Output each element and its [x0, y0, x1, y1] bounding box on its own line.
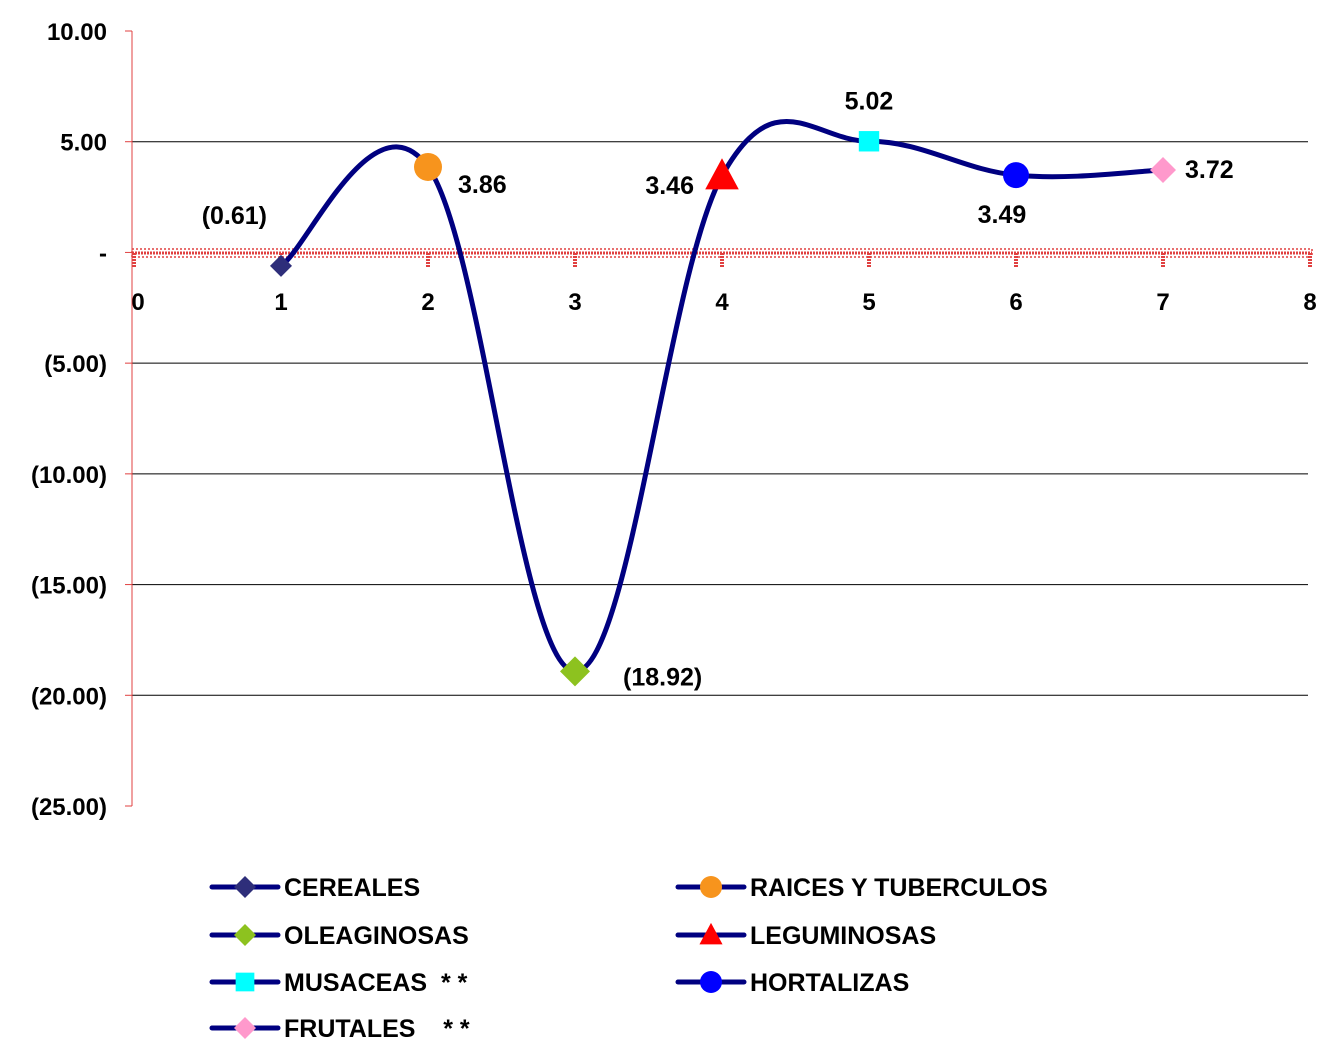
legend-item: CEREALES	[209, 874, 420, 902]
y-tick-labels: 10.00 5.00 - (5.00) (10.00) (15.00) (20.00) (25…	[31, 19, 107, 821]
legend-item: FRUTALES * *	[209, 1015, 470, 1039]
legend-marker	[700, 876, 722, 898]
legend-label: CEREALES	[284, 874, 420, 902]
series-line-path	[278, 118, 1166, 674]
data-point	[560, 656, 590, 687]
legend: CEREALES RAICES Y TUBERCULOS OLEAGINOSAS LE…	[209, 874, 1048, 1039]
legend-marker	[699, 922, 723, 945]
legend-label: LEGUMINOSAS	[750, 922, 936, 950]
x-tick-label: 0	[131, 289, 144, 316]
data-point	[1003, 162, 1029, 189]
x-tick-label: 2	[421, 289, 434, 316]
data-label: (0.61)	[202, 202, 267, 230]
legend-label: MUSACEAS * *	[284, 969, 468, 997]
y-tick-label: 10.00	[47, 19, 107, 46]
legend-item: LEGUMINOSAS	[675, 922, 936, 950]
legend-label: FRUTALES * *	[284, 1015, 470, 1039]
legend-item: OLEAGINOSAS	[209, 922, 469, 950]
x-tick-label: 6	[1009, 289, 1022, 316]
y-tick-label: (25.00)	[31, 794, 107, 821]
legend-item: RAICES Y TUBERCULOS	[675, 874, 1048, 902]
gridlines	[132, 141, 1308, 696]
x-tick-label: 5	[862, 289, 875, 316]
legend-label: HORTALIZAS	[750, 969, 909, 997]
data-labels: (0.61) 3.86 (18.92) 3.46 5.02 3.49 3.72	[202, 87, 1234, 691]
x-tick-label: 4	[715, 289, 729, 316]
x-tick-label: 1	[274, 289, 287, 316]
data-point	[858, 131, 880, 152]
y-tick-label: (20.00)	[31, 683, 107, 710]
legend-label: OLEAGINOSAS	[284, 922, 469, 950]
data-label: 3.72	[1185, 156, 1234, 184]
y-tick-label: (5.00)	[44, 351, 107, 378]
data-label: 3.49	[978, 201, 1027, 229]
data-label: 5.02	[845, 87, 894, 115]
axes	[125, 30, 1313, 807]
data-label: 3.46	[645, 172, 694, 200]
legend-label: RAICES Y TUBERCULOS	[750, 874, 1048, 902]
legend-marker	[234, 876, 256, 898]
y-tick-label: -	[99, 240, 107, 267]
y-tick-label: (10.00)	[31, 462, 107, 489]
legend-marker	[234, 1017, 256, 1039]
x-tick-label: 3	[568, 289, 581, 316]
data-label: (18.92)	[623, 663, 702, 691]
data-point	[270, 254, 292, 277]
legend-marker	[700, 971, 722, 993]
y-tick-label: (15.00)	[31, 573, 107, 600]
data-point	[705, 158, 739, 190]
data-point	[1150, 157, 1176, 184]
data-markers	[270, 131, 1176, 687]
y-tick-label: 5.00	[60, 130, 107, 157]
x-tick-labels: 0 1 2 3 4 5 6 7 8	[131, 289, 1316, 316]
x-tick-label: 7	[1156, 289, 1169, 316]
series-line	[278, 118, 1166, 674]
x-tick-label: 8	[1303, 289, 1316, 316]
legend-item: MUSACEAS * *	[209, 969, 468, 997]
data-label: 3.86	[458, 171, 507, 199]
data-point	[414, 152, 442, 181]
legend-marker	[234, 924, 256, 946]
legend-marker	[235, 972, 255, 992]
legend-item: HORTALIZAS	[675, 969, 909, 997]
